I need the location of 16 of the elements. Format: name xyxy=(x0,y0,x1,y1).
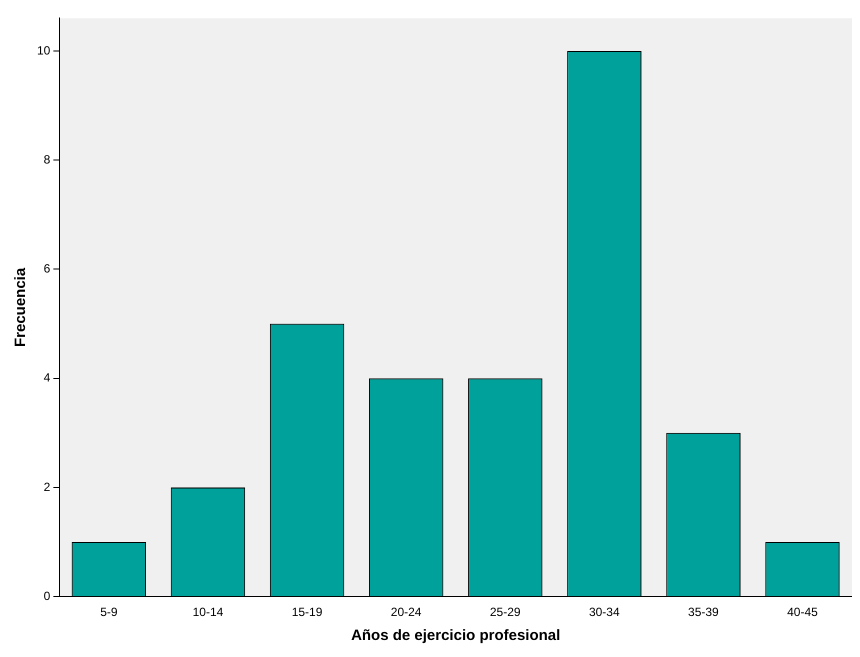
x-tick-label: 5-9 xyxy=(100,605,118,620)
y-tick-label: 2 xyxy=(44,480,51,494)
y-axis-title: Frecuencia xyxy=(12,267,30,348)
x-tick-label: 15-19 xyxy=(292,605,323,620)
x-tick-label: 40-45 xyxy=(787,605,818,620)
x-tick-label: 10-14 xyxy=(192,605,224,620)
y-tick-label: 6 xyxy=(44,262,51,276)
y-tick-label: 8 xyxy=(44,152,51,166)
x-tick-label: 25-29 xyxy=(490,605,521,620)
x-tick-label: 30-34 xyxy=(588,605,620,620)
y-tick-label: 0 xyxy=(44,588,51,603)
y-tick-label: 4 xyxy=(44,370,51,385)
x-axis-title: Años de ejercicio profesional xyxy=(351,627,560,644)
y-tick-label: 10 xyxy=(36,43,51,58)
x-tick-label: 35-39 xyxy=(688,605,720,620)
x-tick-label: 20-24 xyxy=(390,605,422,620)
